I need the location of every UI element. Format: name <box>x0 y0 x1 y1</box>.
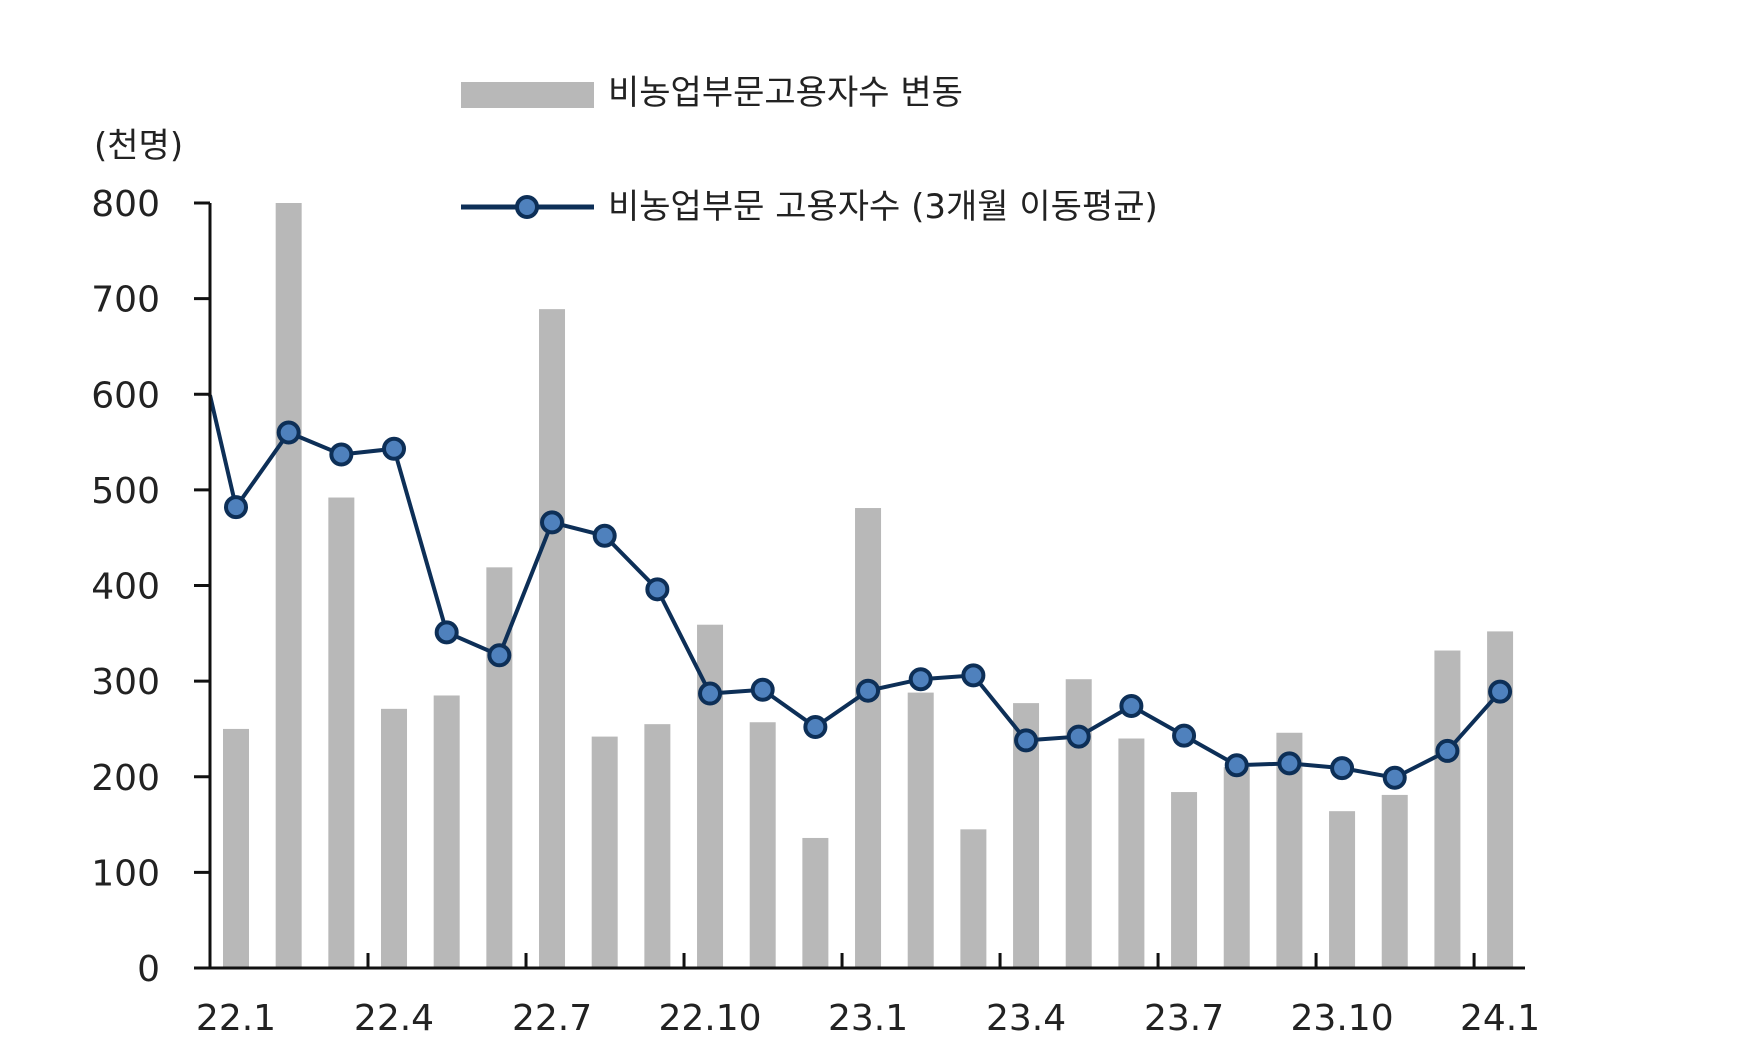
bar-23.12 <box>1434 650 1461 968</box>
bar-22.3 <box>328 497 355 968</box>
x-tick-label-22.4: 22.4 <box>354 998 434 1039</box>
line-marker-22.2 <box>276 420 301 445</box>
line-marker-22.1 <box>224 495 248 520</box>
bar-23.7 <box>1171 792 1198 968</box>
y-tick-label-100: 100 <box>91 853 160 894</box>
bar-22.5 <box>433 695 460 968</box>
bar-23.2 <box>907 692 934 968</box>
line-marker-23.10 <box>1330 756 1355 781</box>
y-tick-label-700: 700 <box>91 280 160 321</box>
line-marker-23.6 <box>1119 693 1144 718</box>
bar-22.1 <box>223 728 249 968</box>
bar-22.9 <box>644 724 671 968</box>
legend-bar-label: 비농업부문고용자수 변동 <box>608 73 963 113</box>
y-tick-label-600: 600 <box>91 375 160 416</box>
y-tick-label-200: 200 <box>91 758 160 799</box>
line-marker-23.7 <box>1172 723 1197 748</box>
line-marker-23.11 <box>1382 765 1407 790</box>
y-tick-label-400: 400 <box>91 567 160 608</box>
x-tick-label-23.7: 23.7 <box>1144 998 1224 1039</box>
legend: 비농업부문고용자수 변동 비농업부문 고용자수 (3개월 이동평균) <box>461 73 1158 227</box>
legend-line-marker <box>515 195 539 219</box>
line-marker-23.1 <box>856 678 881 703</box>
x-tick-label-23.10: 23.10 <box>1291 998 1394 1039</box>
line-marker-22.4 <box>382 436 407 461</box>
line-marker-22.9 <box>645 577 670 602</box>
bar-22.4 <box>381 708 408 968</box>
line-marker-22.5 <box>434 620 459 645</box>
line-marker-24.1 <box>1488 679 1513 704</box>
y-tick-label-500: 500 <box>91 471 160 512</box>
axes: 0 100 200 300 400 500 600 700 800 22.1 22.4 22.7 22.… <box>91 184 1540 1039</box>
line-marker-22.11 <box>750 677 775 702</box>
line-marker-22.7 <box>540 510 565 535</box>
bar-23.5 <box>1065 679 1092 968</box>
bar-23.1 <box>855 508 882 968</box>
line-marker-23.5 <box>1066 724 1091 749</box>
line-marker-23.8 <box>1224 753 1249 778</box>
y-axis-unit-label: (천명) <box>94 126 183 166</box>
line-marker-22.8 <box>592 523 617 548</box>
legend-bar-swatch <box>461 82 594 108</box>
x-tick-label-22.1: 22.1 <box>196 998 276 1039</box>
bar-23.8 <box>1223 767 1250 968</box>
line-marker-23.3 <box>961 663 986 688</box>
bar-23.11 <box>1381 794 1408 968</box>
line-marker-22.10 <box>698 681 723 706</box>
bar-22.2 <box>275 203 302 968</box>
y-tick-label-800: 800 <box>91 184 160 225</box>
x-tick-label-23.1: 23.1 <box>828 998 908 1039</box>
bar-22.11 <box>749 722 776 968</box>
x-tick-label-22.10: 22.10 <box>658 998 761 1039</box>
line-marker-22.6 <box>487 643 512 668</box>
bar-22.8 <box>591 736 618 968</box>
bar-series <box>223 203 1514 968</box>
x-tick-label-24.1: 24.1 <box>1460 998 1540 1039</box>
line-marker-22.3 <box>329 442 354 467</box>
line-marker-23.4 <box>1014 728 1039 753</box>
bar-22.7 <box>539 309 566 968</box>
x-tick-label-22.7: 22.7 <box>512 998 592 1039</box>
bar-23.10 <box>1329 811 1356 968</box>
x-tick-label-23.4: 23.4 <box>986 998 1066 1039</box>
line-series <box>208 394 1513 790</box>
legend-line-label: 비농업부문 고용자수 (3개월 이동평균) <box>608 187 1158 227</box>
line-marker-23.9 <box>1277 751 1302 776</box>
line-marker-22.12 <box>803 715 828 740</box>
y-tick-label-0: 0 <box>137 949 160 990</box>
line-marker-23.12 <box>1435 738 1460 763</box>
bar-23.3 <box>960 829 987 968</box>
line-marker-23.2 <box>908 667 933 692</box>
bar-23.6 <box>1118 738 1145 968</box>
y-tick-label-300: 300 <box>91 662 160 703</box>
bar-22.12 <box>802 837 829 968</box>
